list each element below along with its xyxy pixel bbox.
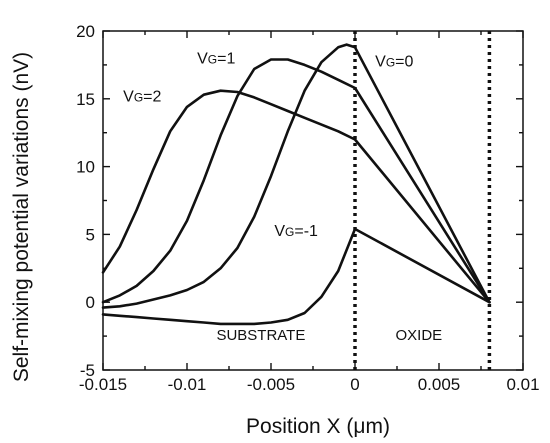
y-tick-label: 15 bbox=[76, 90, 95, 109]
series-label-main: V bbox=[274, 223, 285, 240]
series-label-subscript: G bbox=[386, 55, 395, 69]
series-label-value: =2 bbox=[143, 89, 161, 106]
series-line-3 bbox=[101, 227, 491, 326]
series-line-2 bbox=[101, 43, 491, 309]
series-label-0: VG=2 bbox=[123, 89, 161, 106]
y-tick-label: 20 bbox=[76, 22, 95, 41]
series-label-value: =0 bbox=[395, 53, 413, 70]
series-label-subscript: G bbox=[134, 91, 143, 105]
series-label-main: V bbox=[123, 89, 134, 106]
x-tick-label: 0.01 bbox=[506, 375, 539, 394]
x-tick-label: -0.01 bbox=[168, 375, 207, 394]
x-tick-label: -0.005 bbox=[247, 375, 295, 394]
series-label-subscript: G bbox=[208, 53, 217, 67]
y-tick-label: 10 bbox=[76, 158, 95, 177]
axes-layer: -0.015 -0.01 -0.005 0 0.005 0.01 -5 0 5 10 15 20 bbox=[76, 22, 539, 394]
region-label: OXIDE bbox=[395, 327, 442, 344]
region-label: SUBSTRATE bbox=[216, 327, 305, 344]
series-layer bbox=[101, 43, 491, 326]
y-tick-label: -5 bbox=[80, 361, 95, 380]
x-axis-title: Position X (μm) bbox=[246, 415, 390, 438]
x-tick-label: 0 bbox=[350, 375, 359, 394]
series-label-subscript: G bbox=[285, 225, 294, 239]
series-line-1 bbox=[101, 58, 491, 304]
x-tick-label: -0.015 bbox=[79, 375, 127, 394]
series-label-main: V bbox=[375, 53, 386, 70]
series-label-value: =-1 bbox=[294, 223, 318, 240]
y-tick-label: 0 bbox=[86, 293, 95, 312]
series-label-value: =1 bbox=[217, 51, 235, 68]
series-label-2: VG=0 bbox=[375, 53, 413, 70]
y-tick-label: 5 bbox=[86, 225, 95, 244]
series-label-3: VG=-1 bbox=[274, 223, 318, 240]
y-axis-title: Self-mixing potential variations (nV) bbox=[10, 52, 33, 382]
series-label-1: VG=1 bbox=[197, 51, 235, 68]
series-label-main: V bbox=[197, 51, 208, 68]
series-line-0 bbox=[101, 89, 491, 304]
x-tick-label: 0.005 bbox=[418, 375, 461, 394]
